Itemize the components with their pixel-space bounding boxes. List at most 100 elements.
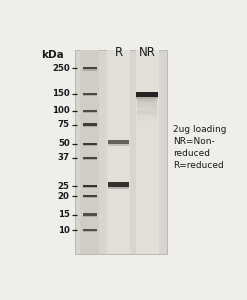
Bar xyxy=(107,50,130,254)
Text: R: R xyxy=(114,46,123,59)
Bar xyxy=(83,229,97,230)
Text: 15: 15 xyxy=(58,210,70,219)
Bar xyxy=(83,67,97,68)
Bar xyxy=(137,111,157,112)
Bar xyxy=(136,92,158,94)
Bar xyxy=(137,121,157,122)
Bar xyxy=(137,119,157,120)
Bar xyxy=(83,216,97,217)
Bar xyxy=(137,120,157,121)
Bar xyxy=(137,112,157,113)
Text: 50: 50 xyxy=(58,139,70,148)
Bar xyxy=(137,101,157,102)
Bar xyxy=(137,113,157,114)
Bar xyxy=(137,104,157,105)
Text: 10: 10 xyxy=(58,226,70,235)
Bar xyxy=(83,110,97,112)
Bar xyxy=(83,95,97,96)
Bar xyxy=(137,115,157,116)
Bar xyxy=(137,116,157,117)
Bar xyxy=(83,185,97,186)
Bar xyxy=(137,120,157,121)
Bar xyxy=(137,107,157,108)
Bar xyxy=(137,108,157,109)
Bar xyxy=(137,119,157,120)
Bar xyxy=(137,114,157,115)
Text: 2ug loading
NR=Non-
reduced
R=reduced: 2ug loading NR=Non- reduced R=reduced xyxy=(173,124,226,170)
Bar xyxy=(83,185,97,187)
Text: 20: 20 xyxy=(58,192,70,201)
Text: 150: 150 xyxy=(52,89,70,98)
Bar xyxy=(83,229,97,231)
Bar xyxy=(137,100,157,101)
Bar xyxy=(137,112,157,114)
Bar xyxy=(83,197,97,199)
Bar xyxy=(108,187,128,189)
Bar xyxy=(137,121,157,122)
Bar xyxy=(137,118,157,119)
Bar xyxy=(137,103,157,104)
Bar xyxy=(83,67,97,70)
Bar xyxy=(83,159,97,160)
Bar xyxy=(137,100,157,102)
Bar xyxy=(75,50,166,254)
Bar xyxy=(83,93,97,95)
Bar xyxy=(83,142,97,145)
Bar xyxy=(108,140,128,144)
Text: 75: 75 xyxy=(58,120,70,129)
Bar xyxy=(137,116,157,117)
Bar xyxy=(137,117,157,118)
Bar xyxy=(137,103,157,104)
Bar xyxy=(137,106,157,107)
Bar xyxy=(108,182,128,187)
Bar xyxy=(137,110,157,111)
Bar xyxy=(137,113,157,115)
Bar xyxy=(81,50,99,254)
Bar xyxy=(137,115,157,116)
Bar xyxy=(137,114,157,116)
Bar xyxy=(83,214,97,216)
Bar xyxy=(83,93,97,94)
Bar xyxy=(136,50,159,254)
Bar xyxy=(83,145,97,146)
Bar xyxy=(83,126,97,127)
Bar xyxy=(137,118,157,119)
Bar xyxy=(137,100,157,101)
Bar xyxy=(137,102,157,104)
Bar xyxy=(137,104,157,105)
Bar xyxy=(137,106,157,107)
Bar xyxy=(108,182,128,184)
Bar xyxy=(108,144,128,146)
Bar xyxy=(137,117,157,118)
Text: 250: 250 xyxy=(52,64,70,73)
Bar xyxy=(137,109,157,110)
Bar xyxy=(108,140,128,142)
Bar xyxy=(137,105,157,106)
Text: 37: 37 xyxy=(58,153,70,162)
Bar xyxy=(137,100,157,101)
Bar xyxy=(137,107,157,108)
Bar xyxy=(137,117,157,118)
Bar xyxy=(137,102,157,103)
Bar xyxy=(83,123,97,126)
Text: NR: NR xyxy=(139,46,156,59)
Bar xyxy=(137,101,157,103)
Bar xyxy=(136,97,158,99)
Bar xyxy=(83,157,97,159)
Text: 25: 25 xyxy=(58,182,70,191)
Bar xyxy=(137,99,157,100)
Bar xyxy=(137,104,157,105)
Bar xyxy=(137,112,157,113)
Bar xyxy=(136,92,158,97)
Text: kDa: kDa xyxy=(41,50,64,60)
Bar xyxy=(83,231,97,232)
Bar xyxy=(83,112,97,113)
Bar xyxy=(137,116,157,117)
Bar xyxy=(83,157,97,158)
Bar xyxy=(137,105,157,106)
Bar xyxy=(83,123,97,124)
Bar xyxy=(137,105,157,106)
Bar xyxy=(83,195,97,197)
Bar xyxy=(137,108,157,109)
Text: 100: 100 xyxy=(52,106,70,115)
